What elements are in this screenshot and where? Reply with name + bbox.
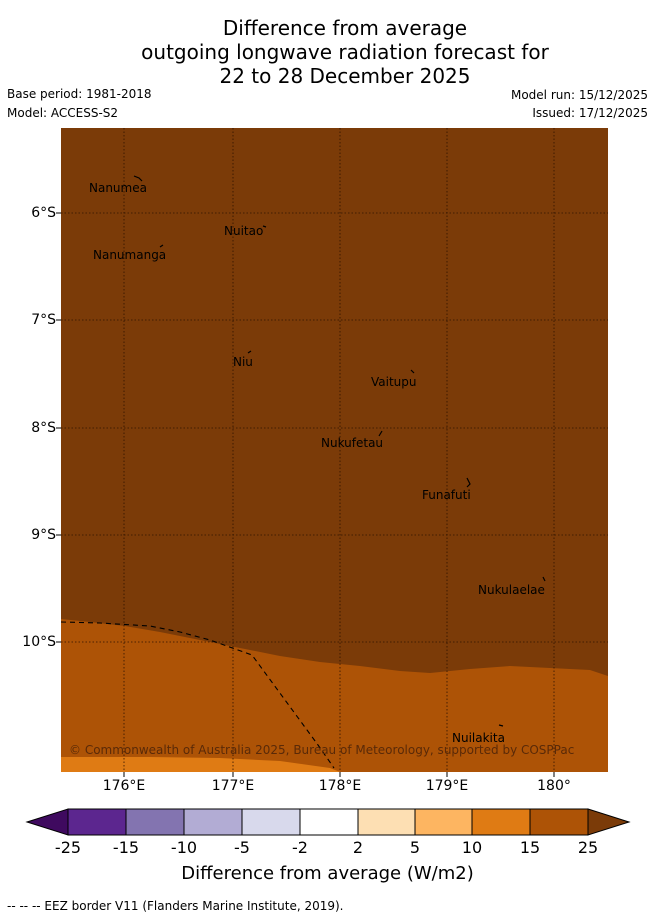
model-run: Model run: 15/12/2025: [510, 88, 648, 102]
island-shape-nuitao: [262, 225, 267, 228]
copyright-notice: © Commonwealth of Australia 2025, Bureau…: [69, 743, 574, 757]
island-shape-vaitupu: [410, 369, 415, 374]
island-label-vaitupu: Vaitupu: [371, 375, 417, 389]
colorbar-label: Difference from average (W/m2): [181, 863, 474, 884]
island-label-nanumea: Nanumea: [89, 181, 147, 195]
title-line-1: Difference from average: [222, 16, 468, 40]
lon-label-179e: 179°E: [425, 778, 469, 794]
lon-label-177e: 177°E: [211, 778, 255, 794]
island-label-nanumanga: Nanumanga: [93, 248, 166, 262]
colorbar-tick: 25: [577, 838, 599, 857]
island-label-nukufetau: Nukufetau: [321, 436, 383, 450]
island-shape-nuilakita: [498, 724, 504, 727]
island-label-nukulaelae: Nukulaelae: [478, 583, 545, 597]
colorbar-tick: -5: [234, 838, 250, 857]
grid-lines: [61, 128, 608, 772]
lat-label-8s: 8°S: [31, 420, 56, 436]
lat-label-10s: 10°S: [22, 634, 56, 650]
island-shape-funafuti: [466, 477, 471, 488]
lon-label-176e: 176°E: [102, 778, 146, 794]
island-label-niu: Niu: [233, 355, 253, 369]
colorbar-tick: -15: [112, 838, 140, 857]
eez-legend-footer: -- -- -- EEZ border V11 (Flanders Marine…: [7, 899, 344, 913]
title-line-2: outgoing longwave radiation forecast for: [141, 40, 549, 64]
title-line-3: 22 to 28 December 2025: [219, 64, 471, 88]
colorbar-tick: 15: [519, 838, 541, 857]
colorbar-high-extension: [587, 808, 631, 836]
island-label-nuitao: Nuitao: [224, 224, 263, 238]
colorbar: [25, 808, 631, 836]
map-title: Difference from average outgoing longwav…: [0, 16, 655, 88]
island-shape-nukufetau: [378, 430, 383, 437]
colorbar-tick: -2: [292, 838, 308, 857]
colorbar-tick: 10: [461, 838, 483, 857]
issued-date: Issued: 17/12/2025: [532, 106, 648, 120]
island-shape-nukulaelae: [542, 576, 546, 582]
lat-label-6s: 6°S: [31, 205, 56, 221]
island-shape-nanumea: [133, 175, 143, 182]
colorbar-tick: 2: [352, 838, 364, 857]
colorbar-tick: -10: [170, 838, 198, 857]
band-2-5: [61, 757, 340, 772]
lat-label-7s: 7°S: [31, 312, 56, 328]
island-outlines: [133, 175, 546, 727]
colorbar-tick: 5: [409, 838, 421, 857]
island-shape-nanumanga: [159, 244, 164, 248]
island-label-funafuti: Funafuti: [422, 488, 471, 502]
model-name: Model: ACCESS-S2: [7, 106, 119, 120]
lon-label-180: 180°: [537, 778, 571, 794]
axis-ticks: [56, 212, 555, 777]
colorbar-tick: -25: [54, 838, 82, 857]
lon-label-178e: 178°E: [318, 778, 362, 794]
eez-border: [60, 621, 335, 769]
band-5-10: [61, 619, 608, 772]
base-period: Base period: 1981-2018: [7, 87, 152, 101]
lat-label-9s: 9°S: [31, 527, 56, 543]
colorbar-low-extension: [25, 808, 69, 836]
island-shape-niu: [247, 350, 252, 354]
island-label-nuilakita: Nuilakita: [452, 731, 505, 745]
